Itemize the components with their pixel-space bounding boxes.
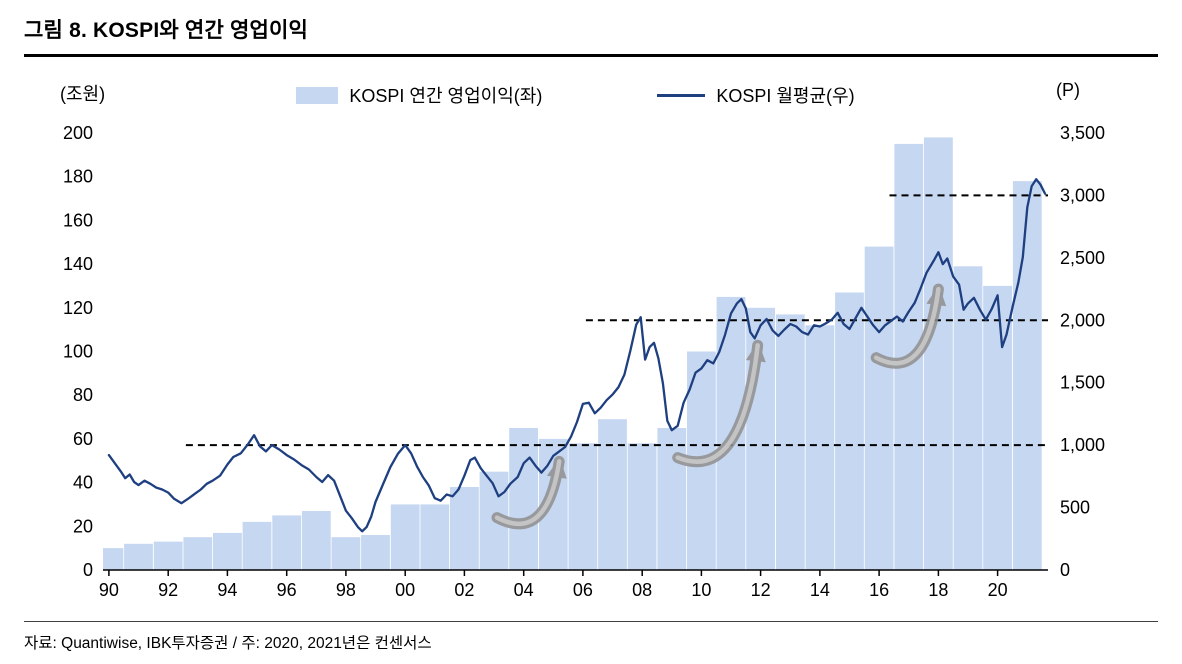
figure-title: 그림 8. KOSPI와 연간 영업이익 (24, 14, 1158, 57)
bar-1998 (331, 537, 361, 570)
bar-1997 (301, 511, 331, 570)
right-tick-label: 3,000 (1060, 185, 1105, 205)
bar-series-swatch (296, 86, 339, 104)
x-tick-label: 92 (158, 580, 178, 600)
bar-1991 (124, 543, 153, 570)
left-tick-label: 0 (83, 560, 93, 580)
x-tick-label: 16 (869, 580, 889, 600)
bar-2008 (627, 443, 657, 570)
left-tick-label: 80 (73, 385, 93, 405)
right-tick-label: 2,500 (1060, 248, 1105, 268)
bar-2009 (657, 428, 687, 570)
source-note: 자료: Quantiwise, IBK투자증권 / 주: 2020, 2021년… (24, 621, 1158, 653)
left-tick-label: 180 (63, 167, 93, 187)
bar-1993 (183, 537, 213, 570)
x-tick-label: 20 (988, 580, 1008, 600)
bar-2002 (450, 487, 479, 570)
bar-2019 (953, 266, 983, 570)
bar-2018 (924, 137, 953, 570)
right-tick-label: 500 (1060, 498, 1090, 518)
right-tick-label: 3,500 (1060, 123, 1105, 143)
trend-arrow-highlight-2 (675, 343, 760, 464)
line-series-label: KOSPI 월평균(우) (716, 86, 855, 106)
right-tick-label: 1,500 (1060, 373, 1105, 393)
left-tick-label: 200 (63, 123, 93, 143)
x-tick-label: 90 (99, 580, 119, 600)
bar-2007 (598, 419, 627, 570)
left-tick-label: 40 (73, 473, 93, 493)
trend-arrow-highlight-3 (873, 286, 941, 366)
x-tick-label: 02 (454, 580, 474, 600)
left-tick-label: 100 (63, 342, 93, 362)
bar-series-label: KOSPI 연간 영업이익(좌) (349, 86, 543, 106)
x-tick-label: 18 (928, 580, 948, 600)
bar-1992 (153, 541, 183, 570)
left-tick-label: 160 (63, 210, 93, 230)
right-tick-label: 0 (1060, 560, 1070, 580)
bar-1996 (272, 515, 302, 570)
x-tick-label: 06 (573, 580, 593, 600)
bar-1990 (103, 548, 124, 570)
line-series-swatch (657, 93, 706, 97)
bar-2001 (420, 504, 450, 570)
x-tick-label: 96 (277, 580, 297, 600)
kospi-line (107, 178, 1047, 533)
left-tick-label: 20 (73, 516, 93, 536)
bar-2014 (805, 325, 835, 570)
bar-2016 (864, 246, 894, 570)
left-tick-label: 120 (63, 298, 93, 318)
trend-arrow-highlight-1 (494, 459, 562, 526)
bar-1994 (213, 532, 242, 570)
right-axis-unit-label: (P) (1056, 80, 1080, 100)
legend-item-line: KOSPI 월평균(우) (657, 82, 855, 108)
left-tick-label: 60 (73, 429, 93, 449)
x-tick-label: 94 (217, 580, 237, 600)
chart-legend: KOSPI 연간 영업이익(좌) KOSPI 월평균(우) (103, 82, 1048, 108)
bar-2015 (835, 292, 864, 570)
bar-2006 (568, 443, 598, 570)
x-tick-label: 08 (632, 580, 652, 600)
bar-2013 (775, 314, 805, 570)
bar-1999 (361, 535, 390, 570)
x-tick-label: 00 (395, 580, 415, 600)
left-tick-label: 140 (63, 254, 93, 274)
bar-2000 (390, 504, 420, 570)
x-tick-label: 12 (751, 580, 771, 600)
x-tick-label: 98 (336, 580, 356, 600)
x-tick-label: 10 (691, 580, 711, 600)
right-tick-label: 2,000 (1060, 310, 1105, 330)
bar-1995 (242, 521, 272, 570)
x-tick-label: 14 (810, 580, 830, 600)
legend-item-bars: KOSPI 연간 영업이익(좌) (296, 82, 542, 108)
x-tick-label: 04 (514, 580, 534, 600)
profit-bars-group (103, 137, 1042, 570)
bar-2004 (509, 428, 538, 570)
right-tick-label: 1,000 (1060, 435, 1105, 455)
bar-2021 (1012, 181, 1042, 570)
left-axis-unit-label: (조원) (60, 84, 106, 104)
